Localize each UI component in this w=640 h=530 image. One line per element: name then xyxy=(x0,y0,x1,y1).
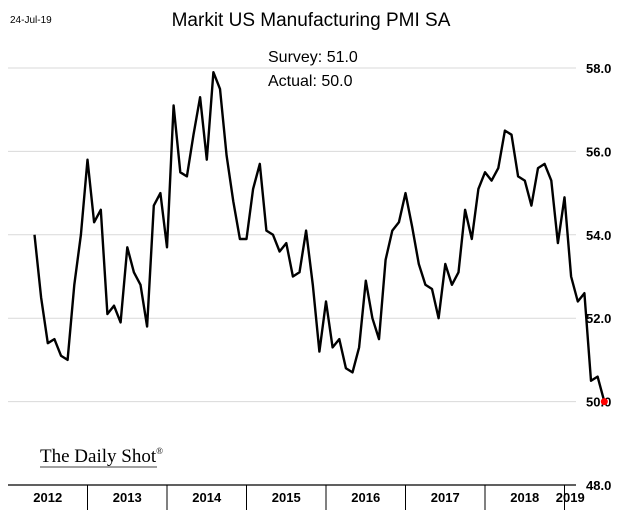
brand-mark: ® xyxy=(156,446,163,456)
pmi-series-line xyxy=(33,71,606,402)
x-tick-label: 2016 xyxy=(351,490,380,505)
y-tick-label: 58.0 xyxy=(586,61,611,76)
x-tick-label: 2015 xyxy=(272,490,301,505)
y-tick-label: 56.0 xyxy=(586,144,611,159)
date-stamp: 24-Jul-19 xyxy=(10,15,52,26)
chart-title: Markit US Manufacturing PMI SA xyxy=(172,10,451,31)
y-axis-ticks: 48.050.052.054.056.058.0 xyxy=(586,61,611,493)
x-tick-label: 2017 xyxy=(431,490,460,505)
x-tick-label: 2018 xyxy=(510,490,539,505)
survey-annotation: Survey: 51.0 xyxy=(268,49,358,66)
brand-name: The Daily Shot xyxy=(40,446,157,467)
x-tick-label: 2019 xyxy=(556,490,585,505)
x-tick-label: 2014 xyxy=(192,490,222,505)
brand-logo: The Daily Shot® xyxy=(40,446,163,467)
y-tick-label: 48.0 xyxy=(586,478,611,493)
y-tick-label: 54.0 xyxy=(586,228,611,243)
actual-annotation: Actual: 50.0 xyxy=(268,73,353,90)
x-tick-label: 2013 xyxy=(113,490,142,505)
y-tick-label: 52.0 xyxy=(586,311,611,326)
x-tick-label: 2012 xyxy=(33,490,62,505)
x-axis-ticks: 2012 2013 2014 2015 2016 2017 2018 2019 xyxy=(33,485,585,510)
gridlines xyxy=(8,67,576,403)
latest-value-marker xyxy=(600,398,608,406)
